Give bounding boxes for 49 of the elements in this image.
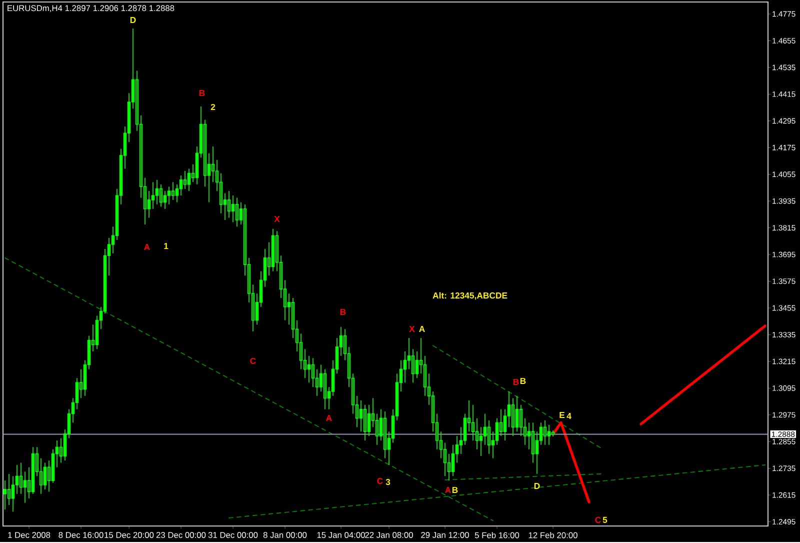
annotation: B (520, 378, 526, 384)
annotation: X (274, 216, 280, 222)
candlestick (159, 184, 163, 208)
candlestick (363, 404, 367, 442)
annotation: B (199, 90, 205, 96)
annotation: 5 (602, 517, 608, 524)
x-tick-label: 15 Jan 04:00 (317, 532, 365, 538)
candlestick (155, 180, 159, 205)
annotation: B (340, 309, 346, 316)
annotation: A (419, 326, 425, 332)
candlestick (231, 195, 235, 223)
candlestick (543, 420, 547, 446)
annotation: 4 (566, 413, 572, 420)
candlestick (235, 198, 239, 228)
x-tick-label: 8 Jan 00:00 (263, 532, 307, 538)
annotation: B (513, 379, 519, 386)
chart-title: EURUSDm,H4 1.2897 1.2906 1.2878 1.2888 (8, 5, 174, 12)
annotation: C (250, 358, 256, 364)
annotation: 2 (210, 104, 216, 110)
annotation: 1 (164, 243, 168, 250)
candlestick (515, 396, 519, 432)
x-tick-label: 31 Dec 00:00 (208, 532, 258, 538)
candlestick (43, 462, 47, 490)
x-tick-label: 5 Feb 16:00 (474, 532, 520, 538)
x-tick-label: 15 Dec 20:00 (104, 532, 154, 538)
annotation: 3 (386, 479, 390, 486)
annotation: A (144, 244, 150, 250)
x-tick-label: 22 Jan 08:00 (365, 532, 413, 538)
candlestick (187, 168, 191, 192)
annotation: D (534, 483, 540, 490)
candlestick (167, 186, 171, 205)
annotation: D (130, 17, 136, 24)
x-tick-label: 8 Dec 16:00 (58, 532, 104, 538)
candlestick (547, 424, 551, 446)
annotation: C (595, 517, 601, 524)
annotation: X (409, 326, 415, 332)
annotation: E (560, 412, 565, 418)
x-tick-label: 12 Feb 20:00 (528, 532, 578, 538)
candlestick (227, 190, 231, 218)
candlestick (171, 182, 175, 201)
x-tick-label: 29 Jan 12:00 (421, 532, 469, 538)
annotation: Alt: 12345,ABCDE (432, 292, 508, 300)
annotation: B (452, 487, 458, 494)
annotation: C (377, 478, 383, 484)
annotation: A (326, 415, 332, 422)
x-tick-label: 1 Dec 2008 (8, 532, 50, 538)
candlestick (323, 368, 327, 410)
x-tick-label: 23 Dec 00:00 (156, 532, 206, 538)
annotation: A (445, 487, 451, 494)
